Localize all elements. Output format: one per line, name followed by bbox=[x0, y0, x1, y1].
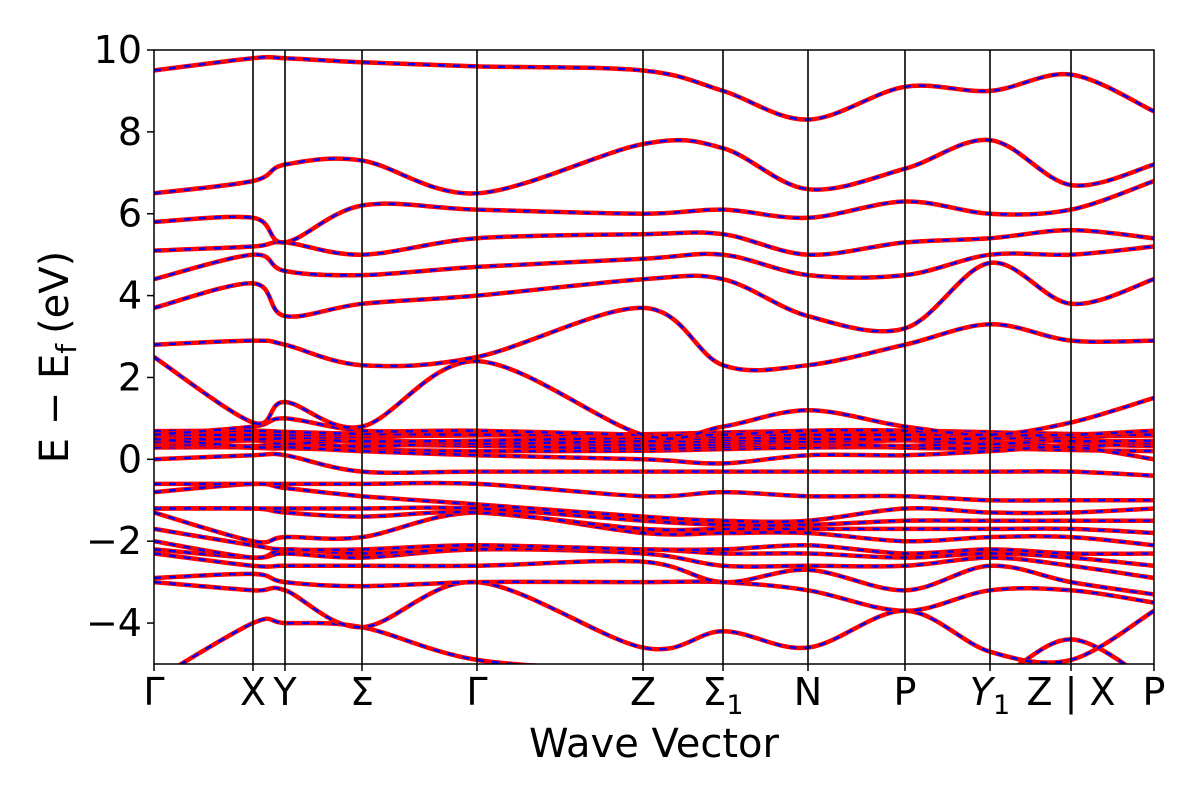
band-15-line bbox=[154, 354, 1154, 441]
xtick-label-3: Σ bbox=[350, 670, 374, 714]
y-axis-title: E − Ef (eV) bbox=[32, 251, 83, 464]
xtick-label-0: Γ bbox=[143, 670, 164, 714]
ytick-label-1: 8 bbox=[118, 110, 142, 154]
xtick-label-11: P bbox=[1143, 670, 1166, 714]
xtick-label-7-main: N bbox=[794, 670, 822, 714]
xtick-label-2: Y bbox=[272, 670, 297, 714]
high-symmetry-lines bbox=[252, 50, 1072, 664]
xtick-label-5: Z bbox=[630, 670, 656, 714]
band-lines bbox=[154, 54, 1154, 664]
band-8-dashed bbox=[154, 506, 1154, 535]
xtick-label-7: N bbox=[794, 670, 822, 714]
band-13-dashed bbox=[154, 437, 1154, 465]
y-axis-title-main: E − E bbox=[32, 354, 78, 464]
ytick-label-6: −2 bbox=[86, 519, 142, 563]
xtick-label-8: P bbox=[894, 670, 917, 714]
xtick-label-4-main: Γ bbox=[466, 670, 487, 714]
ytick-label-3: 4 bbox=[118, 274, 142, 318]
band-2-dashed bbox=[154, 572, 1154, 613]
ytick-label-4: 2 bbox=[118, 355, 142, 399]
band-flat-1-dashed bbox=[154, 443, 1154, 451]
xtick-label-2-main: Y bbox=[272, 670, 297, 714]
x-axis-title: Wave Vector bbox=[529, 721, 780, 767]
xtick-label-8-main: P bbox=[894, 670, 917, 714]
band-2-line bbox=[154, 571, 1154, 614]
band-22-dashed bbox=[154, 55, 1154, 121]
xtick-label-6-sub: 1 bbox=[726, 690, 743, 721]
y-axis-title-sub: f bbox=[50, 343, 83, 354]
band-11-dashed bbox=[154, 481, 1154, 502]
xtick-label-9-main: Y bbox=[970, 670, 996, 714]
xtick-label-0-main: Γ bbox=[143, 670, 164, 714]
xtick-label-10: Z | X bbox=[1026, 670, 1115, 715]
xtick-label-10-main: Z | X bbox=[1026, 670, 1115, 715]
band-4-dashed bbox=[154, 548, 1154, 580]
band-6-dashed bbox=[154, 527, 1154, 556]
band-9-dashed bbox=[154, 506, 1154, 527]
xtick-label-9: Y1 bbox=[970, 670, 1010, 721]
band-1-dashed bbox=[154, 580, 1154, 664]
xtick-label-1: X bbox=[240, 670, 266, 714]
ytick-label-7: −4 bbox=[86, 601, 142, 645]
xtick-label-11-main: P bbox=[1143, 670, 1166, 714]
ytick-label-2: 6 bbox=[118, 192, 142, 236]
xtick-label-6: Σ1 bbox=[702, 670, 743, 721]
band-20-dashed bbox=[154, 179, 1154, 244]
y-axis-ticks: 10 8 6 4 2 0 −2 −4 bbox=[86, 28, 154, 645]
band-flat-3-dashed bbox=[154, 438, 1154, 446]
ytick-label-0: 10 bbox=[94, 28, 142, 72]
plot-frame bbox=[153, 49, 1155, 665]
ytick-label-5: 0 bbox=[118, 437, 142, 481]
xtick-label-9-sub: 1 bbox=[993, 690, 1010, 721]
xtick-label-6-main: Σ bbox=[702, 670, 726, 714]
y-axis-title-unit: (eV) bbox=[32, 251, 78, 334]
band-22-line bbox=[154, 54, 1154, 122]
band-16-dashed bbox=[154, 306, 1154, 372]
xtick-label-4: Γ bbox=[466, 670, 487, 714]
band-21-dashed bbox=[154, 138, 1154, 195]
band-15-dashed bbox=[154, 355, 1154, 440]
band-21-line bbox=[154, 137, 1154, 196]
xtick-label-5-main: Z bbox=[630, 670, 656, 714]
xtick-label-1-main: X bbox=[240, 670, 266, 714]
xtick-label-3-main: Σ bbox=[350, 670, 374, 714]
band-12-dashed bbox=[154, 452, 1154, 477]
